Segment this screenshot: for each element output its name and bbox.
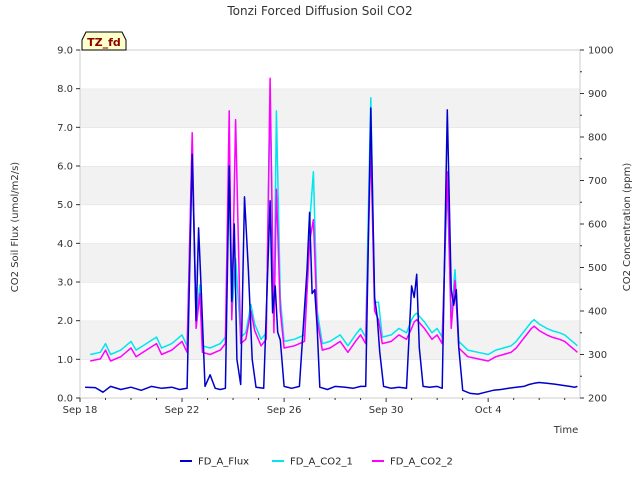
- legend-label: FD_A_CO2_1: [290, 457, 353, 468]
- site-badge-label: TZ_fd: [87, 36, 121, 49]
- grid-band: [80, 88, 580, 128]
- y-axis-right-title: CO2 Concentration (ppm): [622, 163, 633, 292]
- right-axis: 200 300 400 500 600 700 800 900 1000: [580, 46, 613, 405]
- y-right-tick-label: 400: [588, 307, 607, 318]
- y-left-tick-label: 1.0: [57, 355, 73, 366]
- legend-label: FD_A_CO2_2: [390, 457, 453, 468]
- x-tick-label: Oct 4: [475, 405, 502, 416]
- grid-bands: [80, 49, 580, 398]
- x-tick-label: Sep 18: [63, 405, 98, 416]
- y-left-tick-label: 0.0: [57, 394, 73, 405]
- grid-band: [80, 243, 580, 282]
- x-axis-title: Time: [553, 425, 578, 436]
- y-left-tick-label: 7.0: [57, 123, 73, 134]
- y-left-tick-label: 8.0: [57, 84, 73, 95]
- y-left-tick-label: 2.0: [57, 316, 73, 327]
- y-right-tick-label: 300: [588, 350, 607, 361]
- y-right-tick-label: 700: [588, 176, 607, 187]
- series-line-fd-a-flux: [85, 107, 578, 395]
- grid-band: [80, 166, 580, 205]
- y-left-tick-label: 5.0: [57, 200, 73, 211]
- y-right-tick-label: 1000: [588, 46, 613, 57]
- grid-band: [80, 320, 580, 360]
- x-tick-label: Sep 26: [267, 405, 302, 416]
- y-right-tick-label: 900: [588, 89, 607, 100]
- grid-band: [80, 282, 580, 321]
- y-left-tick-label: 3.0: [57, 278, 73, 289]
- series-layer: [85, 77, 578, 395]
- y-right-tick-label: 200: [588, 394, 607, 405]
- legend-label: FD_A_Flux: [198, 457, 249, 468]
- y-axis-left-title: CO2 Soil Flux (umol/m2/s): [10, 162, 21, 292]
- y-right-tick-label: 800: [588, 133, 607, 144]
- y-left-tick-label: 9.0: [57, 46, 73, 57]
- grid-band: [80, 127, 580, 166]
- x-axis: Sep 18 Sep 22 Sep 26 Sep 30 Oct 4: [63, 398, 566, 416]
- legend: FD_A_Flux FD_A_CO2_1 FD_A_CO2_2: [180, 457, 453, 468]
- x-tick-label: Sep 22: [165, 405, 200, 416]
- y-right-tick-label: 600: [588, 220, 607, 231]
- y-right-tick-label: 500: [588, 263, 607, 274]
- grid-band: [80, 50, 580, 89]
- y-left-tick-label: 4.0: [57, 239, 73, 250]
- y-left-tick-label: 6.0: [57, 162, 73, 173]
- left-axis: 0.0 1.0 2.0 3.0 4.0 5.0 6.0 7.0 8.0 9.0: [57, 46, 80, 405]
- x-tick-label: Sep 30: [369, 405, 404, 416]
- chart-title: Tonzi Forced Diffusion Soil CO2: [226, 4, 412, 18]
- grid-band: [80, 204, 580, 244]
- site-badge: TZ_fd: [81, 31, 127, 51]
- grid-band: [80, 359, 580, 398]
